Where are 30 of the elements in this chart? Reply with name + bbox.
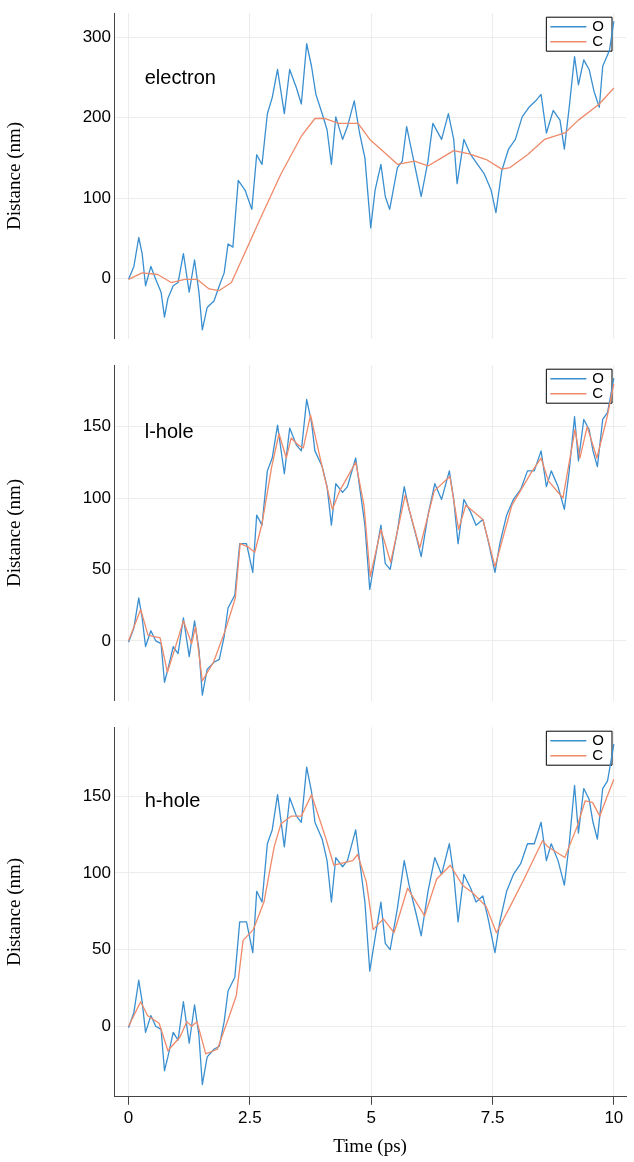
annotation: h-hole [144, 788, 201, 811]
y-tick-label: 0 [101, 1015, 111, 1035]
y-tick-label: 0 [101, 268, 111, 288]
legend-label: C [592, 31, 604, 49]
y-tick-label: 150 [82, 785, 111, 805]
legend-label: O [592, 368, 604, 386]
x-tick-label: 0 [123, 1107, 134, 1127]
y-tick-label: 300 [82, 27, 111, 47]
legend-label: O [592, 730, 604, 748]
y-tick-label: 100 [82, 187, 111, 207]
x-tick-label: 10 [604, 1107, 624, 1127]
y-tick-label: 50 [92, 559, 111, 579]
y-tick-label: 0 [101, 630, 111, 650]
y-tick-label: 100 [82, 487, 111, 507]
y-axis-title: Distance (nm) [3, 478, 26, 588]
x-tick-label: 2.5 [238, 1107, 262, 1127]
legend-label: C [592, 383, 604, 401]
x-tick-label: 7.5 [480, 1107, 505, 1127]
y-tick-label: 150 [82, 416, 111, 436]
annotation: l-hole [144, 419, 194, 442]
x-tick-label: 5 [366, 1107, 376, 1127]
legend-label: C [592, 745, 604, 763]
y-tick-label: 100 [82, 862, 111, 882]
x-axis-title: Time (ps) [333, 1134, 407, 1157]
y-tick-label: 200 [82, 107, 111, 127]
y-tick-label: 50 [92, 939, 111, 959]
y-axis-title: Distance (nm) [3, 121, 26, 231]
y-axis-title: Distance (nm) [3, 857, 26, 967]
legend-label: O [592, 16, 604, 34]
annotation: electron [144, 65, 216, 88]
